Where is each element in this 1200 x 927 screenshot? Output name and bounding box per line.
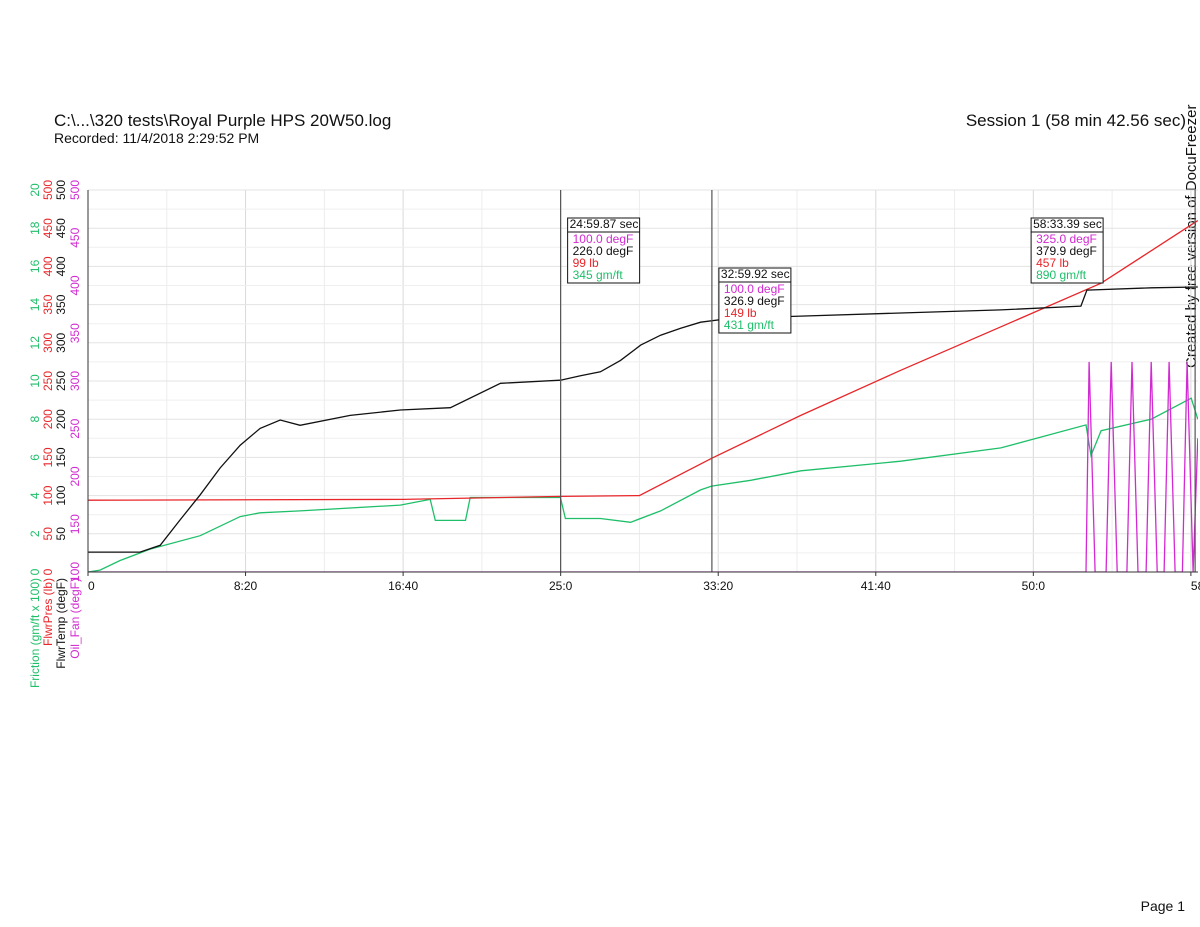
x-tick-label: 16:40 bbox=[388, 579, 418, 593]
readout-value: 345 gm/ft bbox=[573, 268, 624, 282]
y-tick-label: 100 bbox=[41, 485, 55, 505]
file-path: C:\...\320 tests\Royal Purple HPS 20W50.… bbox=[54, 111, 391, 130]
readout-value: 325.0 degF bbox=[1036, 232, 1097, 246]
readout-value: 99 lb bbox=[573, 256, 599, 270]
series-line bbox=[88, 361, 1198, 572]
readout-time: 58:33.39 sec bbox=[1033, 217, 1102, 231]
y-tick-label: 450 bbox=[41, 218, 55, 238]
x-tick-label: 8:20 bbox=[234, 579, 258, 593]
y-tick-label: 350 bbox=[54, 294, 68, 314]
axes: 0 8:20 16:40 25:0 33:20 41:40 50:0 58:2 0 2 4 6 8 10 1… bbox=[28, 180, 1200, 688]
x-tick-label: 33:20 bbox=[703, 579, 733, 593]
y-tick-label: 500 bbox=[54, 180, 68, 200]
y-tick-label: 0 bbox=[41, 568, 55, 575]
readout-value: 326.9 degF bbox=[724, 294, 785, 308]
y-tick-label: 400 bbox=[54, 256, 68, 276]
y-tick-label: 250 bbox=[54, 371, 68, 391]
y-tick-label: 14 bbox=[28, 298, 42, 312]
y-tick-label: 0 bbox=[28, 568, 42, 575]
readout-value: 379.9 degF bbox=[1036, 244, 1097, 258]
y-tick-label: 18 bbox=[28, 221, 42, 235]
y-tick-label: 350 bbox=[68, 323, 82, 343]
y-tick-label: 200 bbox=[68, 466, 82, 486]
y-tick-label: 6 bbox=[28, 454, 42, 461]
x-tick-label: 0 bbox=[88, 579, 95, 593]
y-tick-label: 300 bbox=[41, 332, 55, 352]
y-tick-label: 300 bbox=[68, 371, 82, 391]
x-tick-label: 25:0 bbox=[549, 579, 573, 593]
y-tick-label: 350 bbox=[41, 294, 55, 314]
readout-time: 32:59.92 sec bbox=[721, 267, 790, 281]
readout-value: 890 gm/ft bbox=[1036, 268, 1087, 282]
y-tick-label: 250 bbox=[41, 371, 55, 391]
y-tick-label: 200 bbox=[41, 409, 55, 429]
readout-box bbox=[1030, 217, 1104, 284]
y-tick-label: 500 bbox=[68, 180, 82, 200]
y-tick-label: 8 bbox=[28, 416, 42, 423]
y-tick-label: 150 bbox=[68, 514, 82, 534]
y-tick-label: 100 bbox=[54, 485, 68, 505]
y-tick-label: 450 bbox=[68, 227, 82, 247]
y-tick-label: 400 bbox=[41, 256, 55, 276]
y-tick-label: 20 bbox=[28, 183, 42, 197]
y-tick-label: 100 bbox=[68, 562, 82, 582]
axis-title: Friction (gm/ft x 100) bbox=[28, 578, 42, 688]
series-line bbox=[88, 286, 1198, 553]
readout-value: 100.0 degF bbox=[724, 282, 785, 296]
y-tick-label: 4 bbox=[28, 492, 42, 499]
session: Session 1 (58 min 42.56 sec) bbox=[966, 111, 1186, 130]
x-tick-label: 41:40 bbox=[861, 579, 891, 593]
readout-time: 24:59.87 sec bbox=[570, 217, 639, 231]
y-tick-label: 150 bbox=[41, 447, 55, 467]
grid bbox=[87, 189, 1198, 573]
x-tick-label: 50:0 bbox=[1022, 579, 1046, 593]
y-tick-label: 400 bbox=[68, 275, 82, 295]
readout-value: 431 gm/ft bbox=[724, 318, 775, 332]
y-tick-label: 10 bbox=[28, 374, 42, 388]
y-tick-label: 500 bbox=[41, 180, 55, 200]
y-tick-label: 150 bbox=[54, 447, 68, 467]
readout-value: 457 lb bbox=[1036, 256, 1069, 270]
y-tick-label: 12 bbox=[28, 336, 42, 350]
y-tick-label: 2 bbox=[28, 530, 42, 537]
page-number: Page 1 bbox=[1141, 898, 1186, 914]
series-line bbox=[88, 220, 1198, 501]
watermark: Created by free version of DocuFreezer bbox=[1183, 105, 1200, 368]
readout-value: 226.0 degF bbox=[573, 244, 634, 258]
y-tick-label: 50 bbox=[54, 527, 68, 541]
x-tick-label: 58:2 bbox=[1191, 579, 1200, 593]
y-tick-label: 450 bbox=[54, 218, 68, 238]
axis-title: FlwrTemp (degF) bbox=[54, 578, 68, 669]
series-line bbox=[88, 397, 1198, 572]
recorded: Recorded: 11/4/2018 2:29:52 PM bbox=[54, 130, 259, 146]
readout-box bbox=[567, 217, 641, 284]
axis-title: Oil_Fan (degF) bbox=[68, 578, 82, 659]
readout-value: 149 lb bbox=[724, 306, 757, 320]
axis-title: FlwrPres (lb) bbox=[41, 578, 55, 646]
y-tick-label: 250 bbox=[68, 418, 82, 438]
readout-box bbox=[718, 267, 792, 334]
readout-value: 100.0 degF bbox=[573, 232, 634, 246]
plot-area bbox=[88, 190, 1198, 572]
y-tick-label: 200 bbox=[54, 409, 68, 429]
y-tick-label: 300 bbox=[54, 332, 68, 352]
y-tick-label: 16 bbox=[28, 259, 42, 273]
y-tick-label: 50 bbox=[41, 527, 55, 541]
